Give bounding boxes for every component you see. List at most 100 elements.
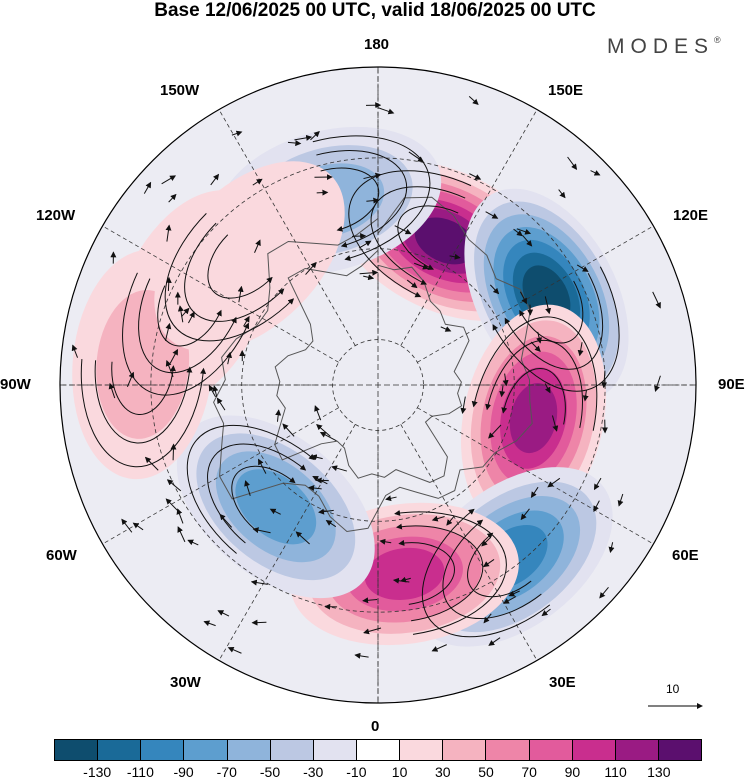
label-30e: 30E <box>549 674 576 691</box>
wind-arrow <box>243 315 250 327</box>
wind-arrow <box>488 637 501 646</box>
wind-arrow <box>508 590 520 597</box>
wind-arrow <box>312 475 328 485</box>
colorbar-swatch <box>658 740 702 760</box>
wind-arrow <box>485 211 499 219</box>
wind-arrow <box>318 508 334 515</box>
wind-arrow <box>379 538 392 545</box>
streamline <box>157 285 222 347</box>
wind-arrow <box>164 322 172 342</box>
wind-arrow <box>530 341 541 352</box>
streamline <box>320 167 380 232</box>
streamline <box>397 205 459 270</box>
wind-arrow <box>319 431 337 442</box>
wind-arrow <box>536 331 543 344</box>
colorbar-tick-label: -70 <box>216 764 237 780</box>
colorbar-tick-label: 50 <box>478 764 494 780</box>
streamline <box>442 519 542 620</box>
wind-arrow <box>287 140 302 147</box>
wind-arrow <box>168 193 177 203</box>
brand-text: MODES <box>607 35 715 58</box>
colorbar-swatch <box>486 740 530 760</box>
wind-arrow <box>481 536 491 547</box>
swirl-1 <box>492 266 620 392</box>
wind-arrow <box>269 508 281 515</box>
wind-arrow <box>166 479 182 492</box>
wind-arrow <box>502 373 509 387</box>
wind-arrow <box>203 620 216 627</box>
colorbar-tick-label: 70 <box>521 764 537 780</box>
streamline <box>231 465 296 531</box>
wind-arrow <box>558 189 566 199</box>
wind-arrow <box>567 156 578 171</box>
wind-arrow <box>408 151 424 163</box>
swirl-6 <box>312 135 431 261</box>
wind-arrow <box>161 175 177 185</box>
wind-arrow <box>331 465 347 472</box>
colorbar-ticks: -130 -110 -90 -70 -50 -30 -10 10 30 50 70 90 110 130 <box>0 764 750 782</box>
meridian <box>218 424 356 661</box>
wind-arrow <box>71 344 79 358</box>
streamline <box>186 424 316 554</box>
wind-arrow <box>544 296 552 315</box>
colorbar-tick-label: -110 <box>126 764 154 780</box>
wind-arrow <box>652 291 661 309</box>
anomaly-field <box>72 126 629 647</box>
anomaly-center-5 <box>176 415 375 599</box>
colorbar-tick-label: 90 <box>564 764 581 780</box>
brand-registered-mark: ® <box>714 35 721 45</box>
wind-arrow <box>208 384 217 398</box>
wind-arrow <box>169 348 178 364</box>
wind-arrow <box>399 576 411 583</box>
meridian <box>102 407 339 545</box>
label-150e: 150E <box>548 82 584 99</box>
wind-arrow <box>216 397 226 411</box>
wind-arrow <box>308 485 322 491</box>
wind-arrow <box>499 385 506 398</box>
meridian <box>218 109 356 346</box>
wind-arrow <box>237 285 244 303</box>
wind-arrow <box>165 224 172 242</box>
streamline <box>519 280 584 344</box>
wind-arrow <box>654 375 661 392</box>
streamline <box>316 150 408 248</box>
colorbar-swatch <box>356 740 401 760</box>
wind-arrow <box>210 173 220 186</box>
wind-arrow <box>295 531 310 545</box>
colorbar-swatch <box>141 740 185 760</box>
colorbar-swatch <box>313 740 357 760</box>
wind-arrow <box>385 495 397 502</box>
wind-arrow <box>363 172 382 180</box>
wind-arrow <box>126 371 135 388</box>
wind-arrow <box>482 559 495 568</box>
wind-arrow <box>363 274 375 281</box>
wind-arrow <box>165 498 179 512</box>
colorbar <box>54 739 702 761</box>
wind-arrow <box>599 586 609 599</box>
wind-arrow <box>468 95 479 105</box>
wind-arrow <box>519 291 527 305</box>
swirl-2 <box>471 316 598 431</box>
wind-arrow <box>282 423 295 437</box>
wind-arrow <box>143 181 152 194</box>
colorbar-swatch <box>98 740 142 760</box>
label-150w: 150W <box>160 82 200 99</box>
wind-arrow <box>227 646 242 654</box>
wind-arrow <box>187 539 199 546</box>
streamline <box>485 339 583 428</box>
wind-arrow <box>305 261 317 275</box>
wind-arrow <box>219 513 233 528</box>
wind-arrow <box>406 279 418 289</box>
colorbar-swatch <box>184 740 228 760</box>
swirl-7 <box>122 272 250 396</box>
streamline <box>164 213 295 342</box>
wind-arrow <box>314 405 322 421</box>
wind-arrow <box>177 305 184 323</box>
swirl-4 <box>394 510 507 635</box>
wind-arrow <box>378 107 395 115</box>
colorbar-tick-label: -50 <box>259 764 281 780</box>
wind-arrow <box>617 493 624 507</box>
streamline <box>138 278 237 374</box>
colorbar-tick-label: -30 <box>303 764 324 780</box>
wind-arrow <box>358 240 372 249</box>
